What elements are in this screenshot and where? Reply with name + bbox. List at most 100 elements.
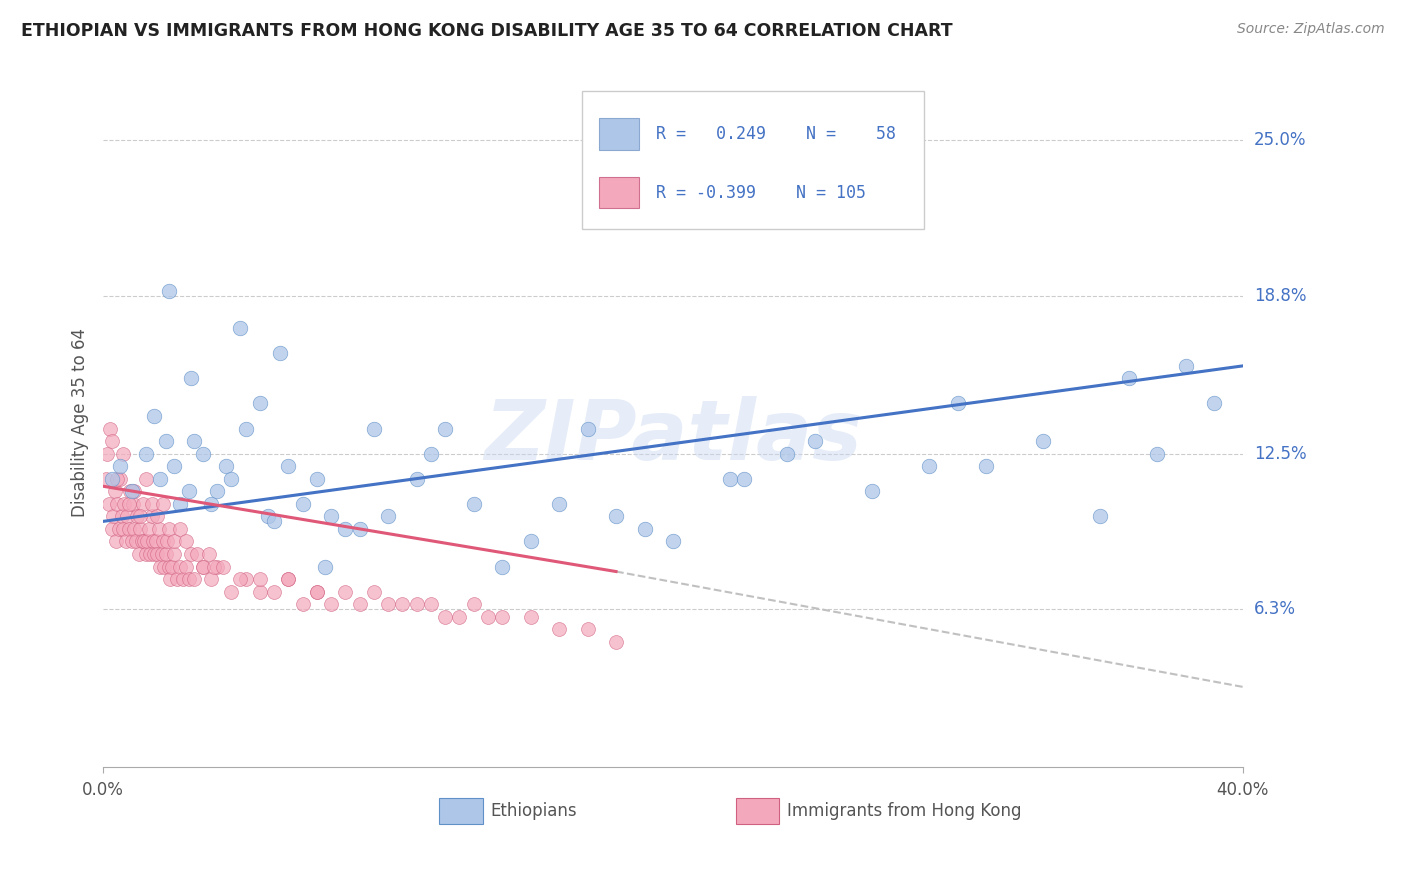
Point bbox=[263, 584, 285, 599]
Point bbox=[114, 497, 136, 511]
Text: ETHIOPIAN VS IMMIGRANTS FROM HONG KONG DISABILITY AGE 35 TO 64 CORRELATION CHART: ETHIOPIAN VS IMMIGRANTS FROM HONG KONG D… bbox=[21, 22, 953, 40]
Point bbox=[718, 472, 741, 486]
Point bbox=[191, 447, 214, 461]
Point bbox=[519, 534, 541, 549]
Point bbox=[1204, 396, 1226, 410]
Point bbox=[156, 534, 179, 549]
Point bbox=[1118, 371, 1140, 385]
Point bbox=[335, 522, 357, 536]
Point bbox=[112, 447, 135, 461]
Point bbox=[183, 434, 205, 449]
Point bbox=[249, 584, 271, 599]
Point bbox=[157, 559, 180, 574]
Point bbox=[419, 447, 441, 461]
Point bbox=[776, 447, 799, 461]
Point bbox=[391, 597, 413, 611]
Point bbox=[405, 472, 427, 486]
Point bbox=[200, 497, 222, 511]
Point bbox=[112, 522, 135, 536]
Point bbox=[174, 534, 197, 549]
Point bbox=[804, 434, 827, 449]
Point bbox=[129, 509, 152, 524]
Point bbox=[174, 559, 197, 574]
Point bbox=[148, 522, 170, 536]
Point bbox=[110, 459, 132, 474]
Point bbox=[143, 547, 166, 561]
Point bbox=[128, 547, 150, 561]
Point bbox=[124, 522, 146, 536]
Point bbox=[146, 547, 169, 561]
Text: Source: ZipAtlas.com: Source: ZipAtlas.com bbox=[1237, 22, 1385, 37]
Point bbox=[548, 622, 571, 636]
Point bbox=[180, 371, 202, 385]
Point bbox=[477, 609, 499, 624]
Point bbox=[149, 472, 172, 486]
Point bbox=[135, 547, 157, 561]
Point bbox=[405, 597, 427, 611]
Point bbox=[662, 534, 685, 549]
Point bbox=[221, 584, 243, 599]
Point bbox=[214, 459, 236, 474]
Point bbox=[122, 497, 145, 511]
Point bbox=[349, 522, 371, 536]
Point bbox=[263, 514, 285, 528]
Point bbox=[1032, 434, 1054, 449]
Point bbox=[115, 534, 138, 549]
Point bbox=[349, 597, 371, 611]
Point bbox=[110, 472, 132, 486]
Point bbox=[96, 447, 118, 461]
Point bbox=[169, 497, 191, 511]
Point bbox=[548, 497, 571, 511]
Text: Immigrants from Hong Kong: Immigrants from Hong Kong bbox=[787, 802, 1022, 820]
Point bbox=[169, 559, 191, 574]
Point bbox=[139, 547, 162, 561]
Point bbox=[183, 572, 205, 586]
Point bbox=[976, 459, 998, 474]
Point bbox=[134, 534, 156, 549]
Point bbox=[131, 534, 153, 549]
Point bbox=[97, 497, 120, 511]
Point bbox=[1146, 447, 1168, 461]
Point bbox=[172, 572, 194, 586]
Point bbox=[121, 484, 143, 499]
Point bbox=[105, 472, 128, 486]
Point bbox=[377, 597, 399, 611]
Point bbox=[491, 609, 513, 624]
Point bbox=[142, 534, 165, 549]
Text: 12.5%: 12.5% bbox=[1254, 444, 1306, 463]
Point bbox=[946, 396, 969, 410]
Point bbox=[124, 484, 146, 499]
Point bbox=[149, 559, 172, 574]
Point bbox=[118, 522, 141, 536]
Point bbox=[257, 509, 280, 524]
FancyBboxPatch shape bbox=[599, 119, 638, 150]
Point bbox=[143, 409, 166, 423]
Point bbox=[153, 559, 176, 574]
FancyBboxPatch shape bbox=[582, 91, 924, 229]
Point bbox=[100, 472, 122, 486]
Point bbox=[180, 547, 202, 561]
Point bbox=[463, 497, 485, 511]
Point bbox=[138, 522, 160, 536]
Point bbox=[157, 284, 180, 298]
Point bbox=[197, 547, 219, 561]
Point bbox=[107, 522, 129, 536]
Point bbox=[100, 522, 122, 536]
Point bbox=[277, 572, 299, 586]
Point bbox=[177, 484, 200, 499]
Point bbox=[205, 484, 228, 499]
Point bbox=[100, 434, 122, 449]
Point bbox=[491, 559, 513, 574]
Text: R =   0.249    N =    58: R = 0.249 N = 58 bbox=[657, 125, 896, 144]
Point bbox=[605, 509, 627, 524]
Point bbox=[118, 497, 141, 511]
Point bbox=[155, 547, 177, 561]
Point bbox=[129, 522, 152, 536]
Text: 18.8%: 18.8% bbox=[1254, 286, 1306, 305]
Point bbox=[136, 534, 159, 549]
Point bbox=[152, 534, 174, 549]
Point bbox=[205, 559, 228, 574]
Point bbox=[918, 459, 941, 474]
Point bbox=[163, 547, 186, 561]
Point bbox=[449, 609, 471, 624]
